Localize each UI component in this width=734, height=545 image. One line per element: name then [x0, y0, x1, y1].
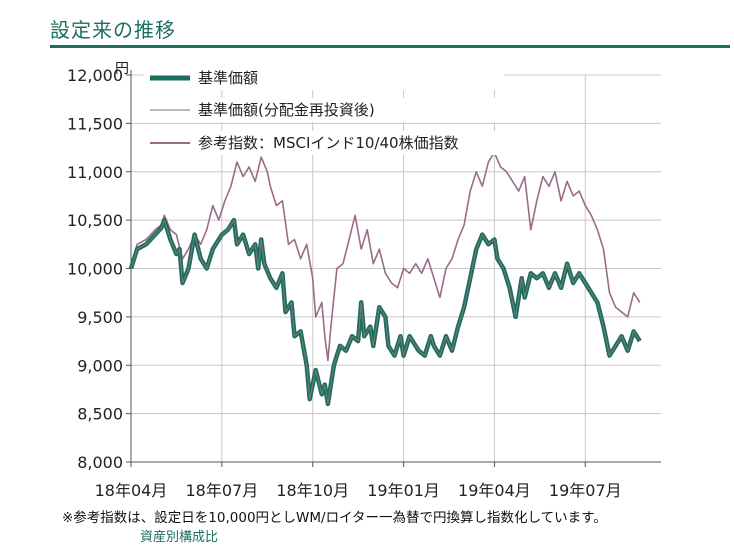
series-line-2 [130, 151, 641, 362]
legend-bg [144, 98, 504, 122]
y-tick-label: 11,500 [67, 114, 123, 133]
x-axis-ticks: 18年04月 18年07月 18年10月 19年01月 19年04月 19年07月 [95, 462, 622, 500]
nav-line-chart: 12,000 11,500 11,000 10,500 10,000 9,500 9,000… [67, 61, 661, 500]
series-layer [128, 151, 642, 407]
chart-axes [130, 70, 661, 463]
legend-bg [144, 66, 504, 90]
x-tick-label: 18年07月 [185, 481, 258, 500]
series-line-0 [128, 217, 642, 407]
title-bar: 設定来の推移 [0, 0, 734, 50]
y-tick-label: 8,000 [77, 453, 123, 472]
cutoff-section-title: 資産別構成比 [140, 530, 219, 545]
y-tick-label: 8,500 [77, 405, 123, 424]
x-tick-label: 19年01月 [367, 481, 440, 500]
y-tick-label: 12,000 [67, 66, 123, 85]
y-tick-label: 9,000 [77, 356, 123, 375]
x-tick-label: 19年07月 [549, 481, 622, 500]
y-tick-label: 11,000 [67, 163, 123, 182]
page-title: 設定来の推移 [50, 18, 176, 42]
legend-label-2: 参考指数：MSCIインド10/40株価指数 [198, 134, 459, 152]
series-line-1 [130, 219, 641, 405]
legend-label-0: 基準価額 [198, 69, 258, 87]
legend-bg [144, 131, 504, 155]
title-rule [50, 45, 730, 48]
y-axis-unit: 円 [115, 61, 129, 77]
y-tick-label: 10,500 [67, 211, 123, 230]
x-tick-label: 19年04月 [458, 481, 531, 500]
y-axis-ticks: 12,000 11,500 11,000 10,500 10,000 9,500 9,000… [67, 66, 131, 472]
y-tick-label: 10,000 [67, 260, 123, 279]
footnote: ※参考指数は、設定日を10,000円としWM/ロイター一為替で円換算し指数化して… [62, 510, 607, 526]
x-tick-label: 18年10月 [276, 481, 349, 500]
y-tick-label: 9,500 [77, 308, 123, 327]
x-tick-label: 18年04月 [95, 481, 168, 500]
legend-label-1: 基準価額(分配金再投資後) [198, 101, 375, 119]
